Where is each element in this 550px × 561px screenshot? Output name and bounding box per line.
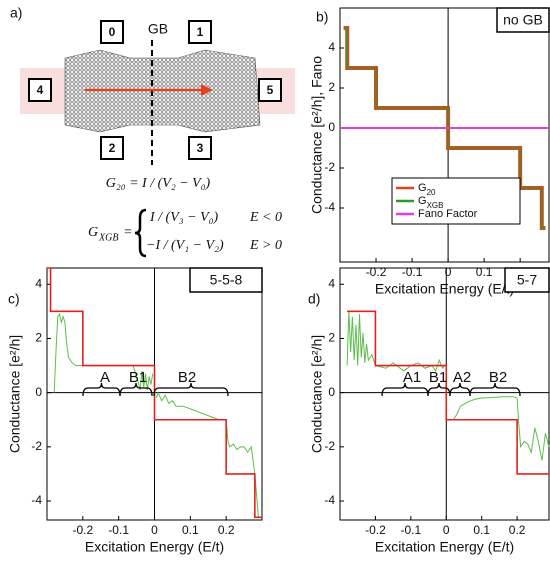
x-tick-label: 0 [443,523,450,537]
terminals: 0 1 2 3 4 5 [28,20,282,160]
x-tick-label: -0.1 [108,523,129,537]
x-tick-label: 0.2 [509,523,526,537]
terminal-label: 0 [109,25,116,39]
series-line [347,310,549,475]
terminal-box [100,136,124,160]
y-tick-label: -4 [324,493,335,507]
y-tick-label: 2 [35,331,42,345]
panel-label: d) [308,291,320,307]
brace [381,382,429,397]
equation-lhs: G [88,225,98,240]
brace [119,382,153,397]
x-tick-label: 0.2 [218,523,235,537]
series-line [53,312,262,518]
y-axis-label: Conductance [e²/h] [7,335,23,453]
terminal-label: 1 [197,25,204,39]
y-tick-label: 0 [328,385,335,399]
y-tick-label: -4 [324,200,335,214]
x-axis-label: Excitation Energy (E/t) [375,281,514,297]
case: −I / (V₁ − V₂) [146,238,224,253]
terminal-label: 4 [37,83,44,97]
plot-frame [339,267,550,521]
terminal-label: 2 [109,141,116,155]
panel-tag: 5-7 [517,272,537,288]
x-tick-label: 0 [445,265,452,279]
annotation: A2 [453,369,471,386]
x-tick-label: 0 [151,523,158,537]
brace [153,382,229,397]
brace [449,382,471,397]
arrow-head [201,84,213,96]
y-tick-label: 0 [328,120,335,134]
condition: E < 0 [249,210,282,225]
y-tick-label: -4 [31,493,42,507]
x-tick-label: -0.2 [365,523,386,537]
y-tick-label: 2 [328,331,335,345]
brace [469,382,521,397]
panel-tag-box [189,267,263,293]
panel-label: b) [316,9,328,25]
x-tick-label: -0.2 [366,265,387,279]
brace [134,208,147,258]
y-axis-label: Conductance [e²/h] [309,335,325,453]
x-tick-label: -0.1 [402,265,423,279]
panel-label: c) [8,291,20,307]
case: I / (V₃ − V₀) [149,210,218,225]
equation: G₂₀ = I / (V₂ − V₀) [106,176,211,191]
series-line [346,311,550,461]
y-tick-label: 0 [35,385,42,399]
brace [427,382,451,397]
panel-a: a) GB 0 1 2 3 4 5 G₂₀ = I / (V₂ − V₀) G XGB =… [10,5,295,258]
legend-label: Fano Factor [418,208,478,220]
chart-panel: -0.2 -0.1 0 0.1 0.2 4 2 0 -2 -4 Excitation Energy … [7,267,263,555]
terminal-box [258,78,282,102]
annotation: B2 [178,369,196,386]
panel-label: a) [10,5,22,21]
y-tick-label: 4 [35,276,42,290]
panel-tag-box [504,267,550,293]
equation-sub: XGB [98,232,118,243]
x-tick-label: -0.1 [401,523,422,537]
y-tick-label: -2 [31,439,42,453]
terminal-box [188,136,212,160]
annotation: A1 [403,369,421,386]
panel-tag: no GB [503,12,543,28]
condition: E > 0 [249,238,282,253]
annotation: B1 [429,369,447,386]
brace [82,382,121,397]
y-tick-label: 4 [328,40,335,54]
terminal-label: 3 [197,141,204,155]
terminal-label: 5 [267,83,274,97]
equation-eq: = [124,225,132,240]
x-axis-label: Excitation Energy (E/t) [85,539,224,555]
x-tick-label: 0.1 [476,265,493,279]
panel-tag-box [496,7,550,33]
annotation: A [100,369,110,386]
x-tick-label: -0.2 [72,523,93,537]
terminal-box [188,20,212,44]
y-tick-label: 4 [328,276,335,290]
terminal-box [100,20,124,44]
y-tick-label: -2 [324,160,335,174]
y-tick-label: -2 [324,439,335,453]
annotation: B1 [129,369,147,386]
terminal-box [28,78,52,102]
annotation: B2 [489,369,507,386]
panel-tag: 5-5-8 [210,272,243,288]
x-tick-label: 0.1 [473,523,490,537]
y-tick-label: 2 [328,80,335,94]
gb-label: GB [148,21,168,37]
chart-panel: -0.2 -0.1 0 0.1 0.2 4 2 0 -2 -4 Excitation Energy … [308,267,550,555]
plot-frame [339,7,550,263]
y-axis-label: Conductance [e²/h], Fano [309,56,325,214]
x-axis-label: Excitation Energy (E/t) [375,539,514,555]
x-tick-label: 0.1 [182,523,199,537]
